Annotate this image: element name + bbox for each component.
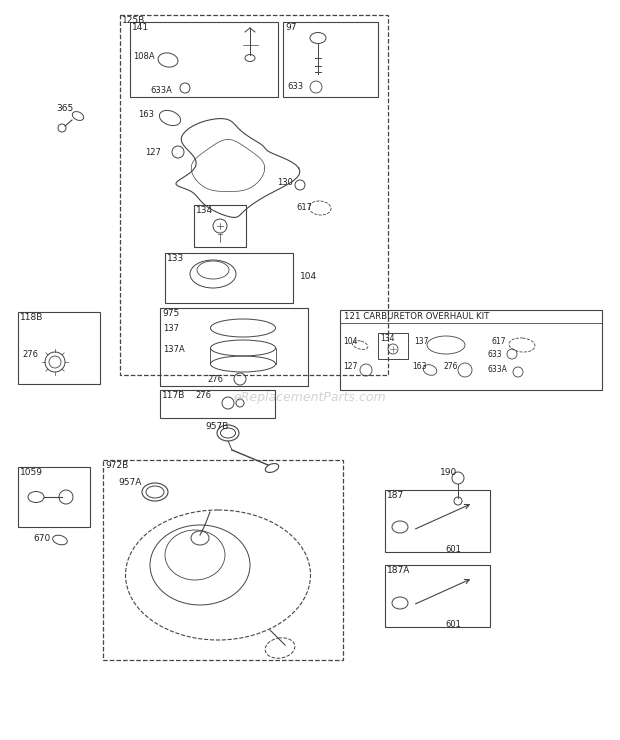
Text: 97: 97: [285, 23, 296, 32]
Text: 633: 633: [488, 350, 503, 359]
Text: 617: 617: [492, 337, 507, 346]
Text: 137: 137: [414, 337, 428, 346]
Text: 601: 601: [445, 620, 461, 629]
Bar: [160, 390, 275, 418]
Text: 957B: 957B: [205, 422, 228, 431]
Text: 118B: 118B: [20, 313, 43, 322]
Text: 137A: 137A: [163, 345, 185, 354]
Bar: [18, 467, 90, 527]
Text: 276: 276: [22, 350, 38, 359]
Text: 187: 187: [387, 491, 404, 500]
Text: 121 CARBURETOR OVERHAUL KIT: 121 CARBURETOR OVERHAUL KIT: [344, 312, 489, 321]
Bar: [160, 308, 308, 386]
Text: 134: 134: [380, 334, 394, 343]
Text: 1059: 1059: [20, 468, 43, 477]
Text: 133: 133: [167, 254, 184, 263]
Text: 130: 130: [277, 178, 293, 187]
Bar: [378, 333, 408, 359]
Text: eReplacementParts.com: eReplacementParts.com: [234, 391, 386, 405]
Text: 127: 127: [145, 148, 161, 157]
Text: 975: 975: [162, 309, 179, 318]
Text: 190: 190: [440, 468, 458, 477]
Text: 276: 276: [444, 362, 459, 371]
Text: 633: 633: [287, 82, 303, 91]
Text: 601: 601: [445, 545, 461, 554]
Text: 972B: 972B: [105, 461, 128, 470]
Text: 633A: 633A: [488, 365, 508, 374]
Text: 141: 141: [132, 23, 149, 32]
Text: 104: 104: [300, 272, 317, 281]
Text: 163: 163: [138, 110, 154, 119]
Text: 163: 163: [412, 362, 427, 371]
Bar: [340, 310, 602, 390]
Text: 127: 127: [343, 362, 357, 371]
Text: 104: 104: [343, 337, 358, 346]
Text: 134: 134: [196, 206, 213, 215]
Text: 633A: 633A: [150, 86, 172, 95]
Text: 276: 276: [195, 391, 211, 400]
Text: 117B: 117B: [162, 391, 185, 400]
Text: 125B: 125B: [122, 16, 145, 25]
Text: 276: 276: [207, 375, 223, 384]
Bar: [130, 22, 278, 97]
Bar: [120, 15, 388, 375]
Text: 187A: 187A: [387, 566, 410, 575]
Text: 957A: 957A: [118, 478, 141, 487]
Bar: [18, 312, 100, 384]
Bar: [385, 565, 490, 627]
Text: 365: 365: [56, 104, 73, 113]
Bar: [194, 205, 246, 247]
Bar: [283, 22, 378, 97]
Text: 617: 617: [296, 203, 312, 212]
Text: 670: 670: [33, 534, 50, 543]
Bar: [103, 460, 343, 660]
Bar: [385, 490, 490, 552]
Text: 108A: 108A: [133, 52, 154, 61]
Bar: [165, 253, 293, 303]
Text: 137: 137: [163, 324, 179, 333]
